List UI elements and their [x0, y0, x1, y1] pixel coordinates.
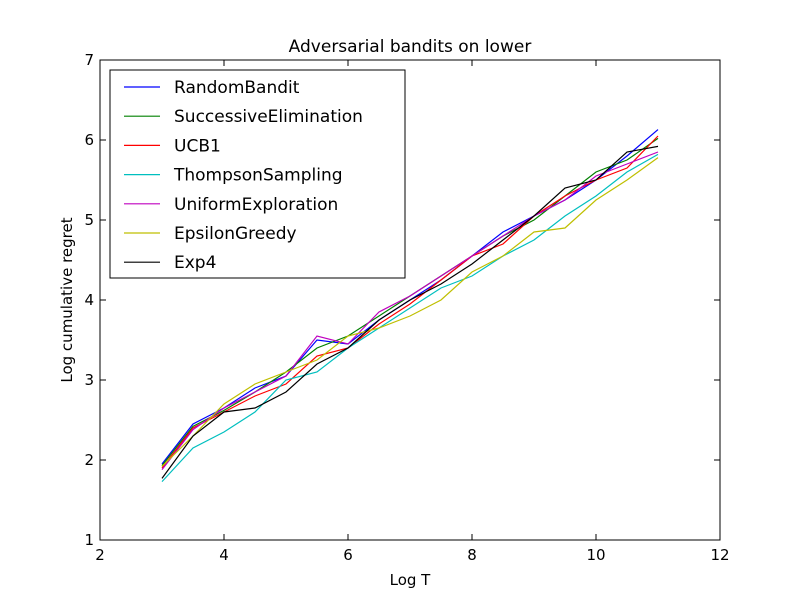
x-tick-label: 8 — [467, 546, 477, 564]
y-tick-label: 2 — [84, 451, 94, 469]
legend-entry: SuccessiveElimination — [174, 107, 363, 127]
legend-entry: UCB1 — [174, 136, 221, 156]
legend-entry: RandomBandit — [174, 78, 300, 98]
y-tick-label: 6 — [84, 131, 94, 149]
y-axis-label: Log cumulative regret — [58, 217, 76, 382]
series-line-exp4 — [161, 145, 659, 479]
legend-entry: UniformExploration — [174, 195, 338, 215]
series-line-ucb1 — [161, 135, 659, 469]
legend: RandomBandit SuccessiveElimination UCB1 Tho… — [109, 69, 406, 279]
y-tick-label: 3 — [84, 371, 94, 389]
x-tick-label: 12 — [710, 546, 729, 564]
legend-entry: ThompsonSampling — [173, 166, 343, 186]
y-tick-label: 4 — [84, 291, 94, 309]
x-axis-label: Log T — [390, 571, 432, 589]
y-tick-label: 1 — [84, 531, 94, 549]
series-line-uniformexploration — [161, 151, 659, 470]
x-tick-label: 10 — [586, 546, 605, 564]
x-tick-label: 4 — [219, 546, 229, 564]
legend-entry: Exp4 — [174, 253, 216, 273]
legend-entry: EpsilonGreedy — [174, 224, 297, 244]
chart-title: Adversarial bandits on lower — [289, 37, 532, 57]
x-tick-label: 2 — [95, 546, 105, 564]
x-tick-label: 6 — [343, 546, 353, 564]
series-line-thompsonsampling — [161, 153, 659, 483]
y-tick-label: 5 — [84, 211, 94, 229]
y-tick-label: 7 — [84, 51, 94, 69]
series-line-epsilongreedy — [161, 157, 659, 467]
